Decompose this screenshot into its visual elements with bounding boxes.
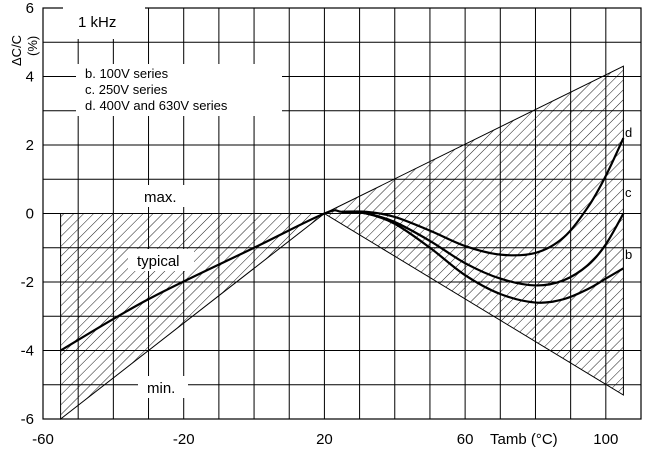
y-tick-label: 6 bbox=[26, 0, 34, 17]
series-line-b bbox=[60, 209, 624, 352]
legend-entry-b: b. 100V series bbox=[85, 66, 169, 81]
curves bbox=[60, 137, 625, 352]
min-label-bg bbox=[138, 376, 188, 398]
typical-label-bg bbox=[128, 249, 194, 271]
y-tick-label: -6 bbox=[21, 411, 34, 428]
x-tick-label: 100 bbox=[593, 431, 618, 448]
y-axis-label-1: ΔC/C bbox=[9, 35, 24, 66]
y-tick-label: -2 bbox=[21, 274, 34, 291]
legend-entry-d: d. 400V and 630V series bbox=[85, 98, 228, 113]
legend-box bbox=[76, 64, 282, 116]
min-label: min. bbox=[147, 380, 175, 397]
series-line-d bbox=[341, 137, 625, 257]
x-tick-label: -60 bbox=[32, 431, 54, 448]
x-axis-label: Tamb (°C) bbox=[490, 431, 558, 448]
y-tick-label: 0 bbox=[26, 206, 34, 223]
y-tick-label: -4 bbox=[21, 343, 34, 360]
end-label-c: c bbox=[625, 185, 632, 200]
y-tick-label: 4 bbox=[26, 69, 34, 86]
y-tick-label: 2 bbox=[26, 137, 34, 154]
typical-label: typical bbox=[137, 253, 180, 270]
x-tick-label: 20 bbox=[316, 431, 333, 448]
x-tick-label: 60 bbox=[457, 431, 474, 448]
hatched-region-tolerance-right bbox=[323, 65, 624, 396]
end-label-d: d bbox=[625, 125, 632, 140]
x-axis-label-bg bbox=[486, 425, 576, 451]
series-line-c bbox=[341, 210, 625, 287]
y-axis-label-2: (%) bbox=[25, 36, 40, 56]
x-tick-label: -20 bbox=[173, 431, 195, 448]
condition-box bbox=[63, 5, 145, 39]
legend-entry-c: c. 250V series bbox=[85, 82, 168, 97]
end-label-b: b bbox=[625, 247, 632, 262]
max-label-bg bbox=[134, 185, 190, 207]
max-label: max. bbox=[144, 189, 177, 206]
plot-frame bbox=[42, 7, 642, 420]
condition-label: 1 kHz bbox=[78, 14, 116, 31]
hatched-regions bbox=[60, 65, 624, 421]
